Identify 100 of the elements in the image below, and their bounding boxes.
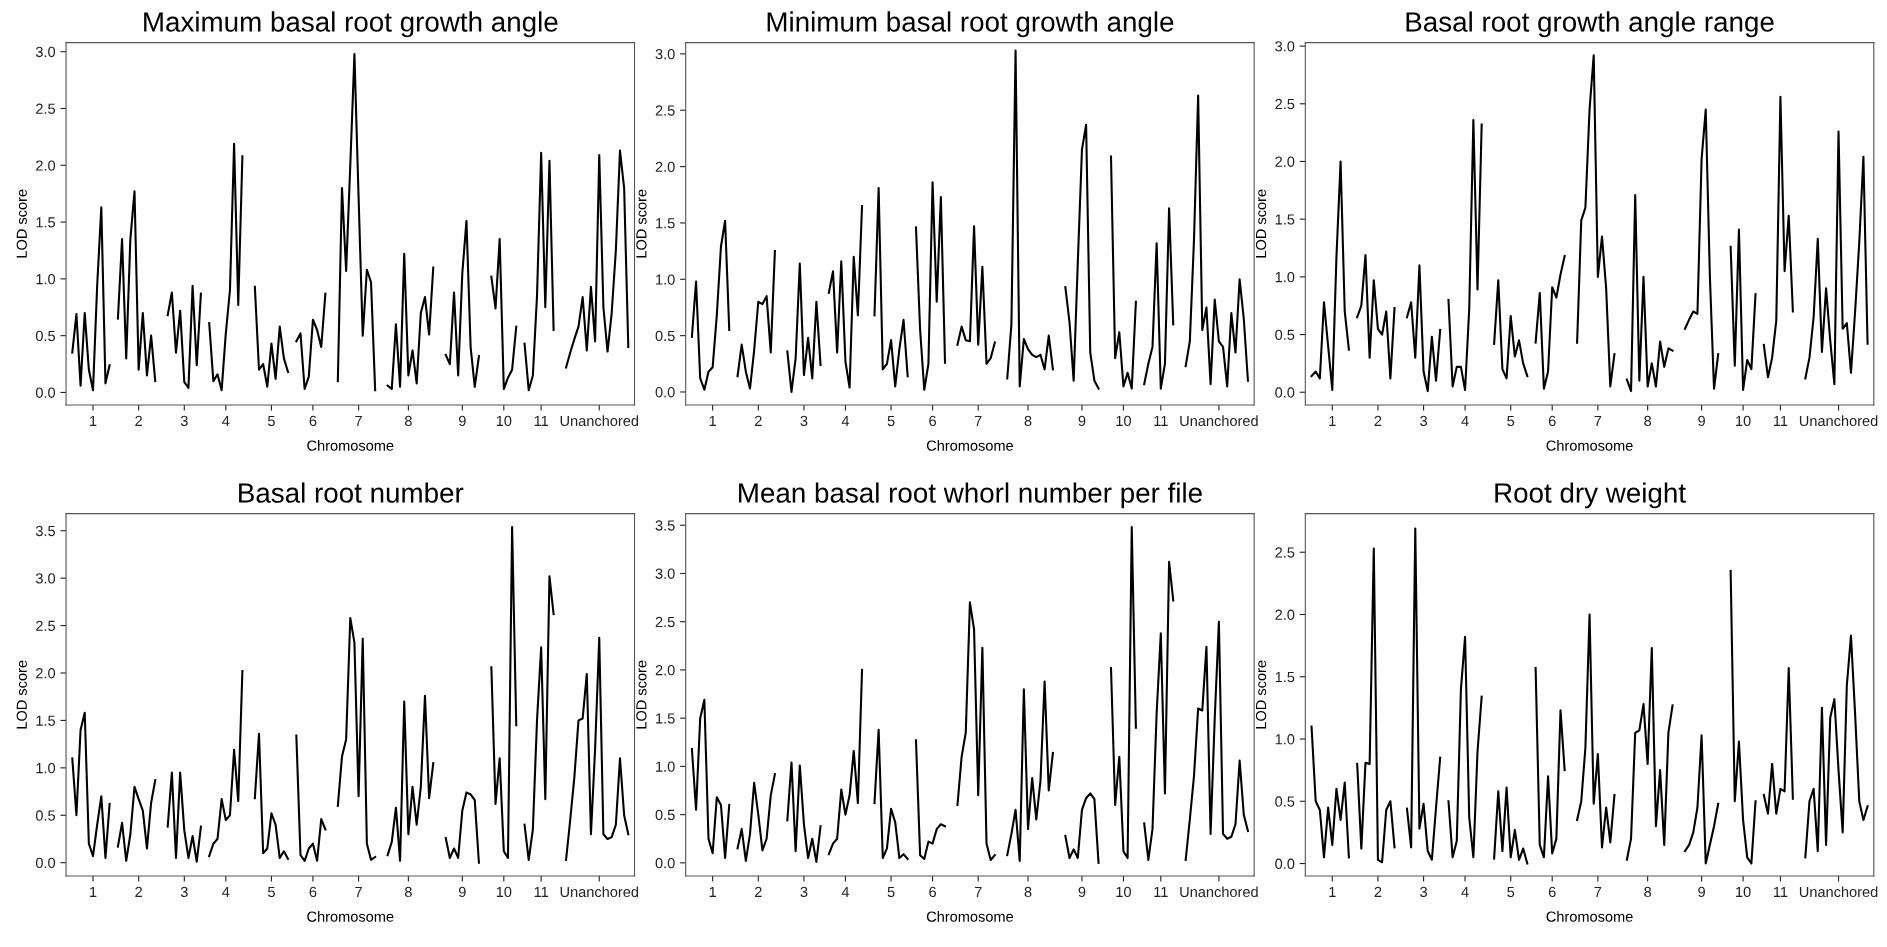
y-tick-label: 0.0 <box>1275 387 1295 398</box>
chart-title: Root dry weight <box>1495 482 1686 509</box>
y-tick-label: 3.0 <box>35 573 56 584</box>
x-tick-label: 8 <box>1024 415 1032 427</box>
x-tick-label: 3 <box>1420 415 1427 427</box>
y-axis-title: LOD score <box>1255 189 1267 258</box>
y-tick-label: 2.0 <box>1275 156 1295 167</box>
x-tick-label: Unanchored <box>1180 415 1258 427</box>
y-tick-label: 1.5 <box>656 218 675 229</box>
y-tick-label: 2.5 <box>655 105 675 116</box>
y-tick-label: 1.0 <box>656 761 675 772</box>
x-tick-label: 7 <box>974 886 982 897</box>
x-tick-label: 6 <box>929 886 936 898</box>
x-tick-label: 3 <box>800 886 808 898</box>
x-tick-label: 8 <box>1644 886 1652 898</box>
y-tick-label: 2.5 <box>655 616 675 628</box>
x-tick-label: 3 <box>180 415 188 427</box>
x-tick-label: 3 <box>180 886 188 898</box>
x-tick-label: 9 <box>1698 886 1705 898</box>
y-tick-label: 1.0 <box>36 762 56 774</box>
chart-title: Mean basal root whorl number per file <box>739 482 1202 509</box>
y-tick-label: 1.5 <box>36 217 56 228</box>
x-tick-label: Unanchored <box>560 886 639 898</box>
y-tick-label: 0.0 <box>655 857 675 869</box>
y-tick-label: 2.5 <box>1275 547 1295 558</box>
chart-title: Maximum basal root growth angle <box>144 11 558 38</box>
y-tick-label: 1.5 <box>1275 672 1295 683</box>
x-tick-label: 11 <box>1773 415 1788 426</box>
x-tick-label: Unanchored <box>560 415 639 427</box>
y-tick-label: 2.0 <box>655 665 675 676</box>
y-tick-label: 3.0 <box>1275 41 1295 52</box>
x-tick-label: 4 <box>841 886 850 897</box>
x-tick-label: 1 <box>1329 415 1336 426</box>
x-tick-label: 6 <box>1548 886 1556 898</box>
x-tick-label: 5 <box>267 886 275 898</box>
x-tick-label: 4 <box>1461 415 1469 426</box>
x-tick-label: 9 <box>1078 886 1086 898</box>
x-tick-label: 10 <box>496 886 512 898</box>
x-tick-label: 4 <box>222 415 230 426</box>
y-tick-label: 0.5 <box>1275 329 1295 340</box>
x-axis-title: Chromosome <box>926 440 1014 451</box>
chart-title: Basal root number <box>239 482 464 503</box>
x-tick-label: 9 <box>458 886 466 898</box>
x-tick-label: 11 <box>534 415 549 426</box>
x-tick-label: 8 <box>1644 415 1652 427</box>
x-tick-label: 1 <box>1329 886 1336 897</box>
x-tick-label: 7 <box>974 415 982 426</box>
x-axis-title: Chromosome <box>926 911 1014 922</box>
x-tick-label: 10 <box>1736 886 1751 898</box>
x-tick-label: 9 <box>458 415 466 427</box>
x-tick-label: 4 <box>1461 886 1469 897</box>
x-tick-label: 8 <box>404 886 412 898</box>
x-tick-label: 5 <box>267 415 275 427</box>
y-tick-label: 0.0 <box>1275 858 1295 869</box>
y-tick-label: 0.0 <box>655 387 675 398</box>
x-tick-label: 6 <box>1548 415 1556 427</box>
y-tick-label: 2.5 <box>36 103 56 114</box>
y-axis-title: LOD score <box>636 660 647 729</box>
x-tick-label: 2 <box>135 415 142 426</box>
x-tick-label: Unanchored <box>1799 415 1878 427</box>
y-tick-label: 3.0 <box>35 46 56 58</box>
x-axis-title: Chromosome <box>307 911 394 922</box>
y-tick-label: 2.0 <box>36 160 56 171</box>
y-tick-label: 1.5 <box>1275 214 1295 225</box>
x-tick-label: 5 <box>887 886 895 898</box>
x-tick-label: 1 <box>90 886 97 897</box>
y-tick-label: 0.5 <box>35 810 56 821</box>
y-tick-label: 0.0 <box>35 387 56 398</box>
x-axis-title: Chromosome <box>1546 911 1633 922</box>
x-tick-label: 5 <box>1507 415 1515 427</box>
x-tick-label: 6 <box>309 886 317 898</box>
x-tick-label: 1 <box>709 886 716 897</box>
x-tick-label: 11 <box>534 886 549 897</box>
x-tick-label: Unanchored <box>1180 886 1258 898</box>
x-tick-label: 2 <box>754 886 762 897</box>
x-tick-label: 7 <box>355 886 362 897</box>
y-tick-label: 3.5 <box>655 520 675 531</box>
x-tick-label: 10 <box>1116 415 1131 427</box>
y-axis-title: LOD score <box>16 189 27 258</box>
x-tick-label: 10 <box>1736 415 1751 427</box>
y-tick-label: 2.5 <box>1275 98 1295 110</box>
y-tick-label: 2.5 <box>36 620 56 631</box>
y-tick-label: 3.5 <box>35 525 56 537</box>
x-axis-title: Chromosome <box>1546 440 1633 451</box>
x-tick-label: 2 <box>135 886 142 897</box>
y-tick-label: 1.0 <box>1275 271 1295 283</box>
x-tick-label: 4 <box>841 415 850 426</box>
x-tick-label: 10 <box>1116 886 1131 898</box>
x-tick-label: 6 <box>929 415 936 427</box>
x-tick-label: 2 <box>1374 886 1382 897</box>
x-tick-label: 5 <box>1507 886 1515 898</box>
y-tick-label: 1.0 <box>656 274 675 285</box>
x-tick-label: 7 <box>1594 886 1602 897</box>
x-tick-label: 3 <box>1420 886 1427 898</box>
y-tick-label: 2.0 <box>1275 609 1295 620</box>
y-axis-title: LOD score <box>16 660 27 729</box>
x-tick-label: 5 <box>887 415 895 427</box>
y-tick-label: 3.0 <box>655 48 675 60</box>
y-tick-label: 0.5 <box>655 330 675 342</box>
x-tick-label: 4 <box>222 886 230 897</box>
